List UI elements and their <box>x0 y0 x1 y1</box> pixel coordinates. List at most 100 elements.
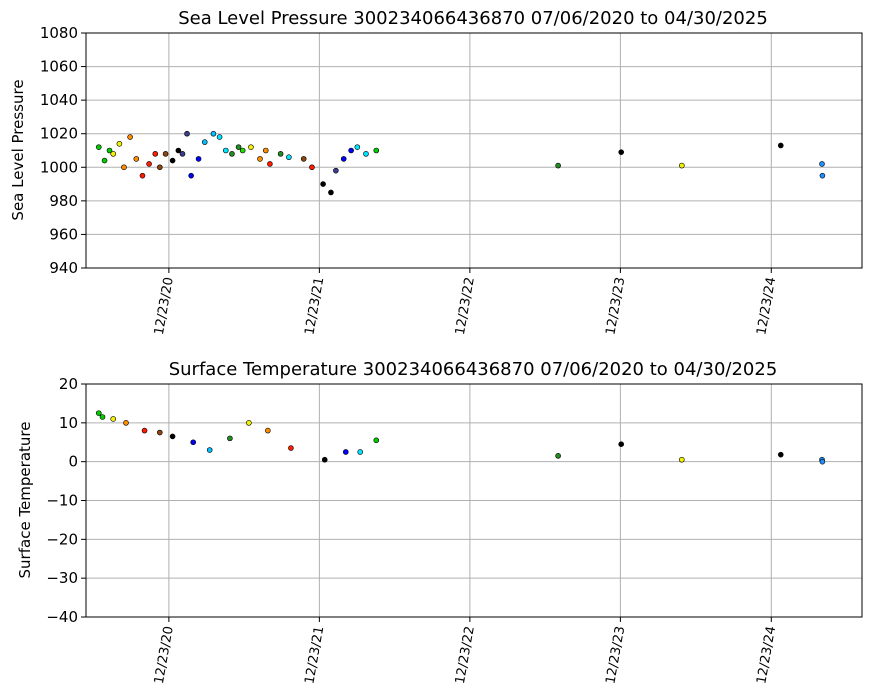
y-tick-label: −20 <box>46 530 78 548</box>
y-tick-label: 1000 <box>40 158 78 176</box>
data-point <box>239 147 246 154</box>
data-point <box>190 439 197 446</box>
data-point <box>222 147 229 154</box>
data-point <box>354 144 361 150</box>
data-point <box>342 449 349 455</box>
data-point <box>288 445 294 451</box>
y-tick-label: 10 <box>59 414 78 432</box>
data-point <box>555 453 561 459</box>
data-point <box>188 172 194 179</box>
data-point <box>819 172 826 179</box>
data-point <box>110 416 117 422</box>
data-point <box>227 435 233 442</box>
data-point <box>146 161 152 167</box>
plot-frame <box>85 32 863 269</box>
x-tick-label: 12/23/22 <box>453 625 478 685</box>
y-axis-label: Surface Temperature <box>16 422 34 579</box>
chart-title: Surface Temperature 300234066436870 07/0… <box>169 359 778 380</box>
data-point <box>819 161 825 167</box>
data-point <box>618 149 625 155</box>
data-point <box>169 433 176 440</box>
data-point <box>235 144 242 150</box>
data-point <box>127 134 133 140</box>
data-point <box>206 447 213 453</box>
data-marks <box>95 410 826 465</box>
sea-level-pressure-chart: Sea Level Pressure 300234066436870 07/06… <box>9 8 863 336</box>
data-point <box>348 147 354 154</box>
data-point <box>373 437 380 444</box>
data-point <box>267 161 273 167</box>
x-tick-label: 12/23/24 <box>754 625 779 685</box>
y-tick-label: −30 <box>46 569 78 587</box>
data-point <box>300 156 307 162</box>
x-ticks: 12/23/20 12/23/21 12/23/22 12/23/23 12/23/24 <box>152 268 779 336</box>
data-point <box>246 420 252 426</box>
y-tick-label: 1080 <box>40 24 78 42</box>
data-point <box>184 130 190 137</box>
data-point <box>363 151 369 157</box>
data-point <box>123 420 129 426</box>
data-point <box>328 189 334 196</box>
data-point <box>179 151 186 157</box>
data-point <box>216 134 223 140</box>
data-point <box>320 181 326 187</box>
data-point <box>116 140 123 147</box>
chart-title: Sea Level Pressure 300234066436870 07/06… <box>178 8 768 29</box>
y-tick-label: 1020 <box>40 125 78 143</box>
y-tick-label: 980 <box>49 192 78 210</box>
grid <box>86 32 862 269</box>
data-point <box>555 162 561 169</box>
data-point <box>229 151 235 157</box>
data-point <box>679 456 685 463</box>
data-point <box>121 164 127 171</box>
data-point <box>95 410 102 416</box>
x-tick-label: 12/23/21 <box>302 276 327 336</box>
y-tick-label: 1060 <box>40 58 78 76</box>
x-tick-label: 12/23/23 <box>603 276 628 336</box>
data-point <box>157 164 163 171</box>
data-point <box>340 156 347 162</box>
data-point <box>333 167 339 174</box>
y-ticks: 940 960 980 1000 1020 1040 1060 1080 <box>40 24 86 277</box>
x-tick-label: 12/23/22 <box>453 276 478 336</box>
data-point <box>106 147 113 154</box>
data-point <box>679 162 685 169</box>
data-point <box>286 154 292 161</box>
surface-temperature-chart: Surface Temperature 300234066436870 07/0… <box>16 359 863 685</box>
data-point <box>257 156 263 162</box>
data-point <box>169 157 176 164</box>
data-point <box>321 456 328 463</box>
data-point <box>101 157 108 164</box>
grid <box>86 383 862 618</box>
data-point <box>210 130 217 137</box>
data-point <box>248 144 254 150</box>
data-point <box>357 449 363 455</box>
data-point <box>95 144 102 150</box>
y-axis-label: Sea Level Pressure <box>9 79 27 220</box>
data-point <box>277 151 284 157</box>
data-point <box>162 151 169 157</box>
x-tick-label: 12/23/24 <box>754 276 779 336</box>
y-ticks: −40 −30 −20 −10 0 10 20 <box>46 375 86 626</box>
data-marks <box>95 130 826 196</box>
x-tick-label: 12/23/20 <box>152 276 177 336</box>
x-ticks: 12/23/20 12/23/21 12/23/22 12/23/23 12/23/24 <box>152 617 779 685</box>
y-tick-label: −40 <box>46 608 78 626</box>
data-point <box>777 451 784 458</box>
data-point <box>201 139 208 145</box>
y-tick-label: 1040 <box>40 91 78 109</box>
data-point <box>141 427 148 434</box>
x-tick-label: 12/23/20 <box>152 625 177 685</box>
data-point <box>152 151 159 157</box>
x-tick-label: 12/23/21 <box>302 625 327 685</box>
data-point <box>139 172 146 179</box>
y-tick-label: 960 <box>49 225 78 243</box>
x-tick-label: 12/23/23 <box>603 625 628 685</box>
data-point <box>309 164 315 171</box>
data-point <box>777 142 784 149</box>
y-tick-label: −10 <box>46 492 78 510</box>
y-tick-label: 20 <box>59 375 78 393</box>
data-point <box>618 441 625 447</box>
data-point <box>265 427 271 434</box>
data-point <box>175 147 182 154</box>
